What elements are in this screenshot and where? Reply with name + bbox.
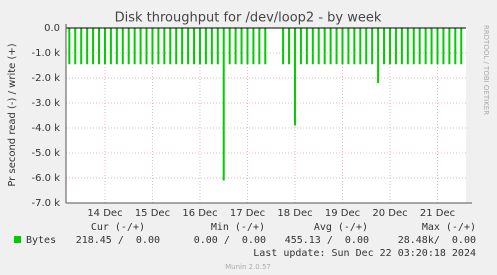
spike: [335, 28, 338, 65]
spike: [442, 28, 445, 65]
y-tick-label: -4.0 k: [32, 123, 61, 134]
spike: [228, 28, 231, 65]
spike: [210, 28, 213, 65]
legend-header: Avg (-/+): [314, 222, 368, 233]
spike: [311, 28, 314, 65]
spike: [347, 28, 350, 65]
y-tick-label: -7.0 k: [32, 198, 61, 209]
legend-entry: Bytes: [26, 235, 56, 246]
y-tick-label: -1.0 k: [32, 48, 61, 59]
spike: [394, 28, 397, 65]
spike: [365, 28, 368, 65]
x-tick-label: 14 Dec: [87, 208, 122, 219]
y-tick-label: -3.0 k: [32, 98, 61, 109]
spike: [246, 28, 249, 65]
spike: [317, 28, 320, 65]
x-tick-label: 15 Dec: [135, 208, 170, 219]
spike: [383, 28, 386, 65]
spike: [329, 28, 332, 65]
spike: [323, 28, 326, 65]
spike: [175, 28, 178, 65]
legend-swatch: [14, 236, 21, 243]
x-tick-label: 18 Dec: [277, 208, 312, 219]
spike: [418, 28, 421, 65]
spike: [412, 28, 415, 65]
spike: [139, 28, 142, 65]
spike: [430, 28, 433, 65]
spike: [103, 28, 106, 65]
spike: [92, 28, 95, 65]
spike: [151, 28, 154, 65]
spike: [169, 28, 172, 65]
spike: [181, 28, 184, 65]
spike: [216, 28, 219, 65]
spike: [80, 28, 83, 65]
spike: [305, 28, 308, 65]
spike: [460, 28, 463, 65]
spike: [353, 28, 356, 65]
spike: [341, 28, 344, 65]
spike: [86, 28, 89, 65]
spike: [371, 28, 374, 65]
x-tick-label: 19 Dec: [325, 208, 360, 219]
spike: [293, 28, 296, 126]
spike: [282, 28, 285, 65]
spike: [198, 28, 201, 65]
spike: [157, 28, 160, 65]
legend-stat: 455.13 / 0.00: [285, 235, 369, 246]
y-axis-label: Pr second read (-) / write (+): [7, 43, 18, 186]
spike: [109, 28, 112, 65]
spike: [68, 28, 71, 65]
spike: [288, 28, 291, 65]
spike: [127, 28, 130, 65]
spike: [436, 28, 439, 65]
spike: [187, 28, 190, 65]
spike: [222, 28, 225, 181]
spike: [204, 28, 207, 65]
spike: [388, 28, 391, 65]
x-tick-label: 17 Dec: [230, 208, 265, 219]
y-tick-label: -2.0 k: [32, 73, 61, 84]
chart-title: Disk throughput for /dev/loop2 - by week: [115, 11, 382, 26]
spike: [406, 28, 409, 65]
y-tick-label: -6.0 k: [32, 173, 61, 184]
x-tick-label: 16 Dec: [182, 208, 217, 219]
x-tick-label: 21 Dec: [420, 208, 455, 219]
last-update: Last update: Sun Dec 22 03:20:18 2024: [253, 248, 476, 259]
spike: [400, 28, 403, 65]
spike: [454, 28, 457, 65]
spike: [359, 28, 362, 65]
legend-header: Cur (-/+): [91, 222, 145, 233]
spike: [252, 28, 255, 65]
spike: [240, 28, 243, 65]
spike: [74, 28, 77, 65]
spike: [258, 28, 261, 65]
spike: [448, 28, 451, 65]
spike: [234, 28, 237, 65]
spike: [145, 28, 148, 65]
x-tick-label: 20 Dec: [372, 208, 407, 219]
spike: [299, 28, 302, 65]
spike: [424, 28, 427, 65]
spike: [115, 28, 118, 65]
spike: [98, 28, 101, 65]
legend-stat: 28.48k/ 0.00: [398, 235, 476, 246]
spike: [133, 28, 136, 65]
side-text: RRDTOOL / TOBI OETIKER: [482, 25, 490, 115]
y-tick-label: -5.0 k: [32, 148, 61, 159]
legend-header: Max (-/+): [422, 222, 476, 233]
spike: [264, 28, 267, 65]
legend-stat: 218.45 / 0.00: [76, 235, 160, 246]
spike: [121, 28, 124, 65]
spike: [193, 28, 196, 65]
footer: Munin 2.0.57: [225, 263, 271, 271]
legend-header: Min (-/+): [211, 222, 265, 233]
legend-stat: 0.00 / 0.00: [194, 235, 266, 246]
y-tick-label: 0.0: [44, 23, 60, 34]
spike: [163, 28, 166, 65]
spike: [377, 28, 380, 83]
